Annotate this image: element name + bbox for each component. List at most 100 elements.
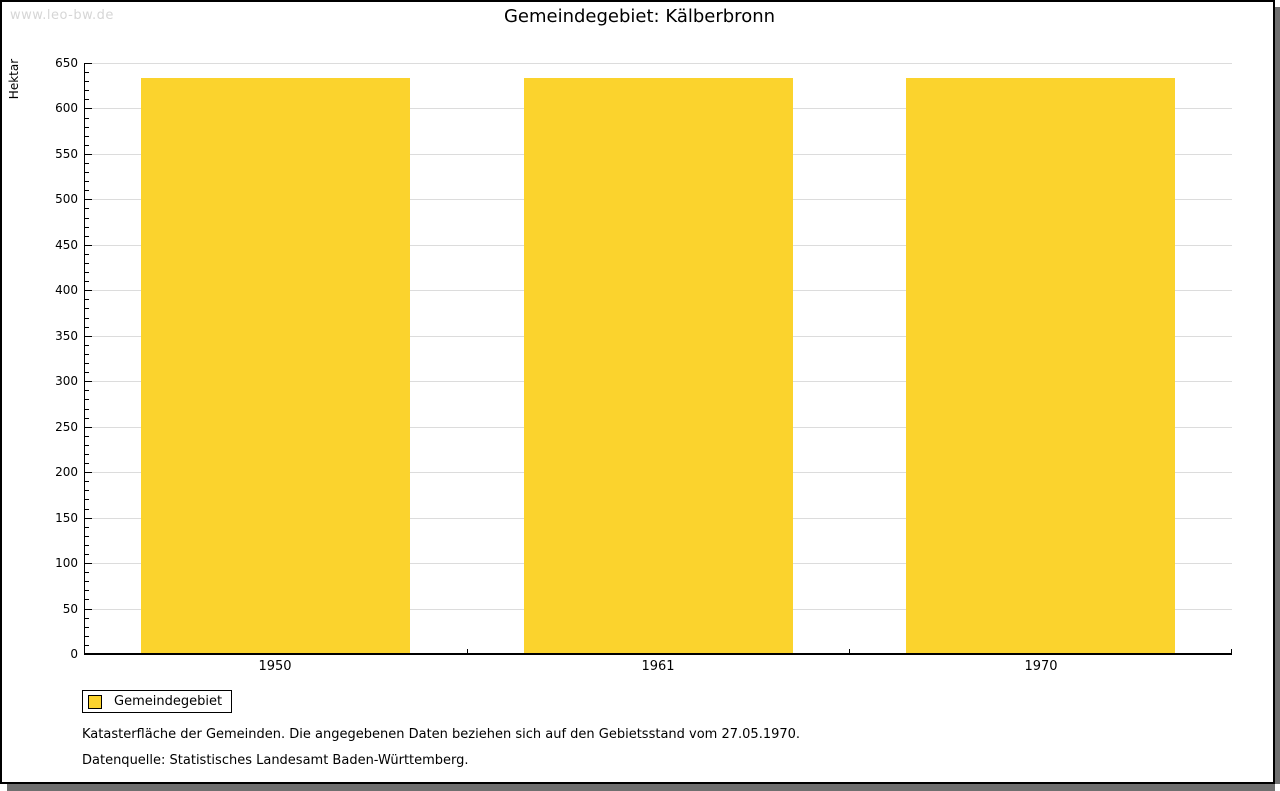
y-tick-label: 50	[62, 602, 78, 616]
y-minor-tick	[85, 227, 89, 228]
y-major-tick	[85, 336, 92, 337]
y-minor-tick	[85, 490, 89, 491]
y-tick-label: 250	[55, 420, 78, 434]
y-minor-tick	[85, 545, 89, 546]
x-tick-label: 1961	[641, 659, 675, 674]
y-minor-tick	[85, 372, 89, 373]
y-tick-label: 350	[55, 329, 78, 343]
y-tick-label: 300	[55, 374, 78, 388]
y-minor-tick	[85, 454, 89, 455]
y-minor-tick	[85, 254, 89, 255]
y-minor-tick	[85, 99, 89, 100]
y-tick-label: 500	[55, 192, 78, 206]
y-minor-tick	[85, 81, 89, 82]
y-minor-tick	[85, 463, 89, 464]
y-major-tick	[85, 518, 92, 519]
y-minor-tick	[85, 627, 89, 628]
y-tick-label: 550	[55, 147, 78, 161]
y-minor-tick	[85, 445, 89, 446]
y-major-tick	[85, 199, 92, 200]
y-minor-tick	[85, 572, 89, 573]
y-minor-tick	[85, 363, 89, 364]
chart-title: Gemeindegebiet: Kälberbronn	[503, 6, 776, 27]
x-axis-line	[84, 653, 1232, 655]
y-tick-label: 450	[55, 238, 78, 252]
y-tick-label: 100	[55, 556, 78, 570]
y-major-tick	[85, 427, 92, 428]
y-minor-tick	[85, 390, 89, 391]
y-axis-line	[84, 63, 85, 655]
y-minor-tick	[85, 308, 89, 309]
y-minor-tick	[85, 90, 89, 91]
footnote-data-source: Datenquelle: Statistisches Landesamt Bad…	[82, 753, 469, 768]
x-boundary-tick	[849, 649, 850, 654]
y-minor-tick	[85, 208, 89, 209]
y-minor-tick	[85, 599, 89, 600]
y-minor-tick	[85, 181, 89, 182]
bar-1950	[141, 78, 410, 654]
y-tick-label: 400	[55, 283, 78, 297]
y-minor-tick	[85, 345, 89, 346]
bar-1970	[906, 78, 1175, 654]
y-minor-tick	[85, 436, 89, 437]
legend: Gemeindegebiet	[82, 690, 233, 713]
y-minor-tick	[85, 554, 89, 555]
y-major-tick	[85, 381, 92, 382]
x-tick-label: 1970	[1024, 659, 1058, 674]
y-minor-tick	[85, 163, 89, 164]
y-tick-label: 0	[70, 647, 78, 661]
x-tick-label: 1950	[258, 659, 292, 674]
y-minor-tick	[85, 236, 89, 237]
y-minor-tick	[85, 327, 89, 328]
y-major-tick	[85, 290, 92, 291]
y-minor-tick	[85, 281, 89, 282]
y-major-tick	[85, 563, 92, 564]
legend-swatch	[88, 694, 102, 709]
y-major-tick	[85, 108, 92, 109]
y-minor-tick	[85, 590, 89, 591]
y-minor-tick	[85, 272, 89, 273]
y-minor-tick	[85, 499, 89, 500]
y-major-tick	[85, 472, 92, 473]
gridline	[85, 63, 1232, 64]
y-minor-tick	[85, 145, 89, 146]
y-tick-label: 150	[55, 511, 78, 525]
footnote-source-note: Katasterfläche der Gemeinden. Die angege…	[82, 727, 801, 742]
y-minor-tick	[85, 509, 89, 510]
watermark: www.leo-bw.de	[10, 8, 114, 23]
y-major-tick	[85, 245, 92, 246]
x-axis-end-tick	[1231, 649, 1232, 654]
y-minor-tick	[85, 263, 89, 264]
y-minor-tick	[85, 299, 89, 300]
y-minor-tick	[85, 318, 89, 319]
y-minor-tick	[85, 418, 89, 419]
y-minor-tick	[85, 645, 89, 646]
y-axis-title: Hektar	[7, 58, 21, 100]
bar-1961	[524, 78, 793, 654]
y-minor-tick	[85, 190, 89, 191]
y-minor-tick	[85, 618, 89, 619]
y-minor-tick	[85, 409, 89, 410]
y-major-tick	[85, 63, 92, 64]
y-tick-label: 650	[55, 56, 78, 70]
y-minor-tick	[85, 136, 89, 137]
frame-shadow-bottom	[7, 784, 1275, 791]
y-minor-tick	[85, 636, 89, 637]
legend-label: Gemeindegebiet	[114, 694, 223, 709]
y-minor-tick	[85, 118, 89, 119]
y-minor-tick	[85, 481, 89, 482]
y-major-tick	[85, 154, 92, 155]
y-minor-tick	[85, 72, 89, 73]
y-minor-tick	[85, 527, 89, 528]
y-minor-tick	[85, 536, 89, 537]
y-minor-tick	[85, 581, 89, 582]
y-tick-label: 600	[55, 101, 78, 115]
y-tick-label: 200	[55, 465, 78, 479]
y-minor-tick	[85, 399, 89, 400]
y-minor-tick	[85, 127, 89, 128]
frame-shadow-right	[1275, 7, 1280, 784]
y-minor-tick	[85, 218, 89, 219]
x-boundary-tick	[467, 649, 468, 654]
